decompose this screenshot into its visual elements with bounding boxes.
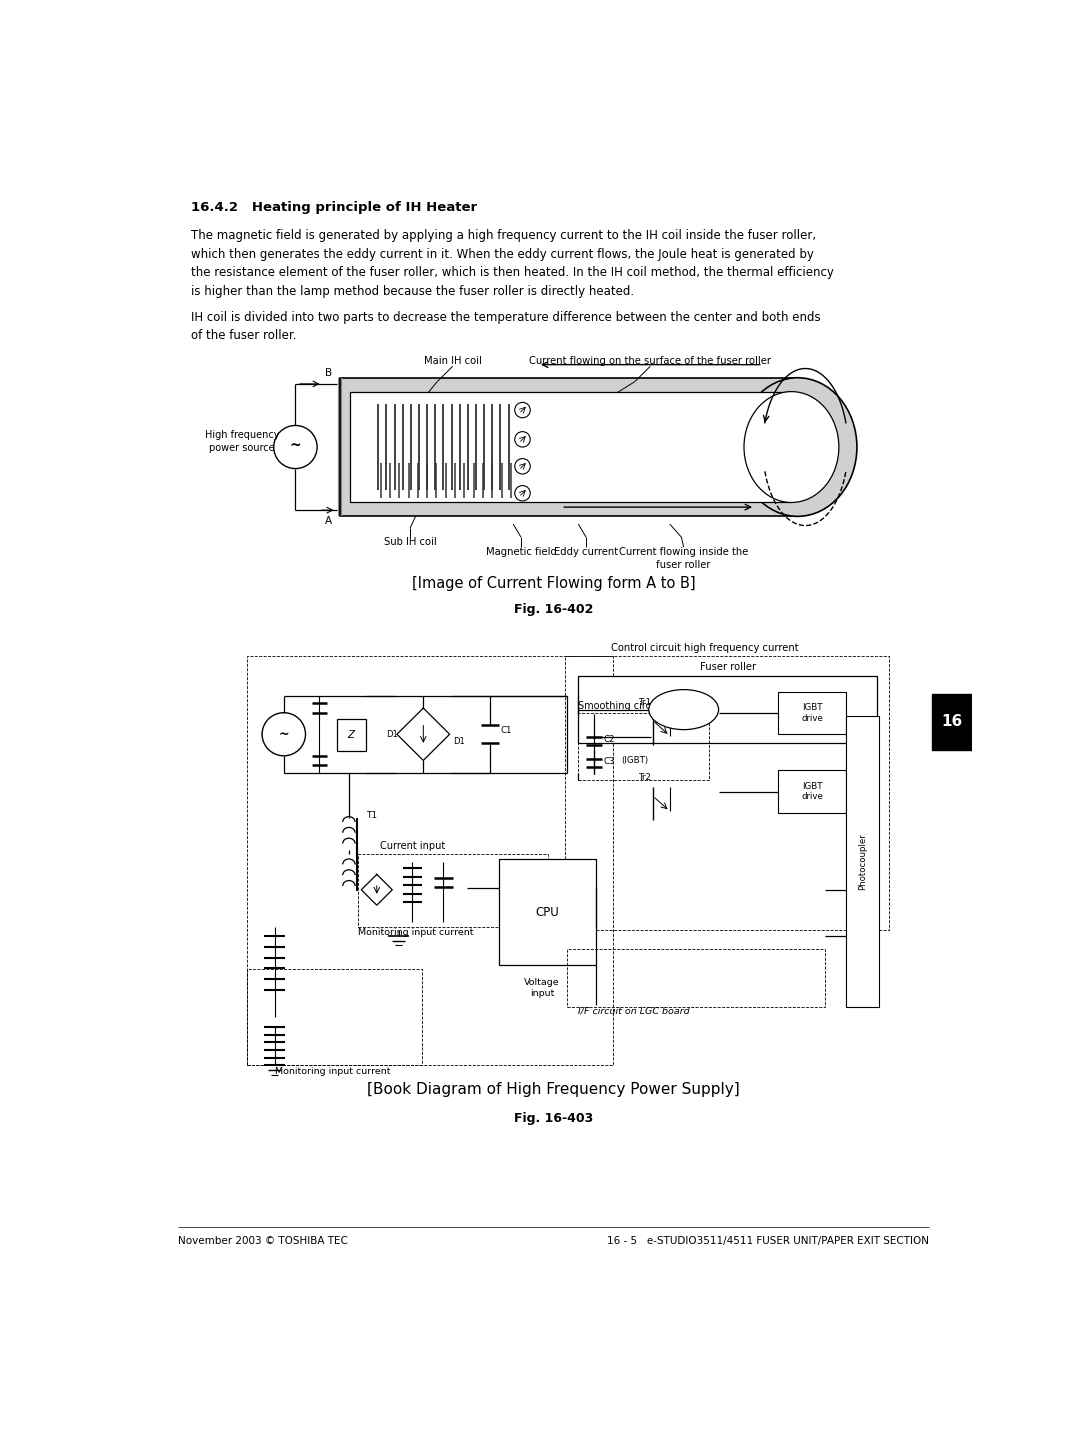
Text: IGBT
drive: IGBT drive	[801, 703, 823, 723]
Text: [Book Diagram of High Frequency Power Supply]: [Book Diagram of High Frequency Power Su…	[367, 1082, 740, 1097]
Text: The magnetic field is generated by applying a high frequency current to the IH c: The magnetic field is generated by apply…	[191, 229, 815, 242]
Text: Magnetic field: Magnetic field	[486, 548, 556, 558]
Ellipse shape	[744, 392, 839, 503]
Ellipse shape	[739, 378, 856, 516]
Text: Eddy current: Eddy current	[554, 548, 618, 558]
Bar	[359, 853, 548, 927]
Text: IGBT
drive: IGBT drive	[801, 782, 823, 801]
Text: C1: C1	[501, 726, 512, 735]
Text: is higher than the lamp method because the fuser roller is directly heated.: is higher than the lamp method because t…	[191, 284, 634, 298]
Bar	[499, 859, 596, 965]
Text: 16 - 5   e-STUDIO3511/4511 FUSER UNIT/PAPER EXIT SECTION: 16 - 5 e-STUDIO3511/4511 FUSER UNIT/PAPE…	[607, 1236, 930, 1246]
Text: Photocoupler: Photocoupler	[859, 833, 867, 889]
Text: T1: T1	[366, 811, 377, 820]
Text: A: A	[325, 516, 333, 526]
Text: Monitoring input current: Monitoring input current	[357, 928, 473, 937]
Text: C3: C3	[604, 758, 616, 767]
Text: D1: D1	[453, 738, 464, 746]
Text: which then generates the eddy current in it. When the eddy current flows, the Jo: which then generates the eddy current in…	[191, 248, 813, 261]
Bar	[247, 970, 422, 1065]
Bar	[932, 695, 972, 749]
Text: IH coil: IH coil	[670, 705, 698, 715]
Bar	[565, 657, 889, 929]
Text: Main IH coil: Main IH coil	[423, 356, 482, 366]
Text: ~: ~	[289, 438, 301, 452]
Text: November 2003 © TOSHIBA TEC: November 2003 © TOSHIBA TEC	[177, 1236, 348, 1246]
Text: of the fuser roller.: of the fuser roller.	[191, 329, 296, 342]
Text: Current flowing inside the
fuser roller: Current flowing inside the fuser roller	[619, 548, 748, 569]
Text: C2: C2	[604, 735, 616, 744]
Text: Sub IH coil: Sub IH coil	[383, 537, 436, 548]
Bar	[578, 713, 708, 781]
Text: D1: D1	[387, 729, 397, 739]
Bar	[578, 676, 877, 744]
Text: Fig. 16-402: Fig. 16-402	[514, 604, 593, 617]
Bar	[337, 719, 366, 751]
Bar	[350, 392, 792, 503]
Text: Smoothing circuit: Smoothing circuit	[578, 702, 664, 712]
Text: Tr2: Tr2	[638, 772, 651, 782]
Text: High frequency
power source: High frequency power source	[205, 431, 280, 452]
Text: Current input: Current input	[380, 842, 445, 852]
Text: the resistance element of the fuser roller, which is then heated. In the IH coil: the resistance element of the fuser roll…	[191, 267, 834, 280]
Text: IH coil is divided into two parts to decrease the temperature difference between: IH coil is divided into two parts to dec…	[191, 311, 821, 324]
Text: Z: Z	[348, 731, 355, 741]
Text: Monitoring input current: Monitoring input current	[275, 1066, 390, 1076]
Bar	[847, 716, 879, 1007]
Text: 16: 16	[942, 715, 962, 729]
Text: Fig. 16-403: Fig. 16-403	[514, 1111, 593, 1124]
Text: [Image of Current Flowing form A to B]: [Image of Current Flowing form A to B]	[411, 575, 696, 591]
Text: 16.4.2   Heating principle of IH Heater: 16.4.2 Heating principle of IH Heater	[191, 200, 477, 213]
Text: Fuser roller: Fuser roller	[700, 661, 756, 672]
Bar	[779, 771, 847, 813]
Text: (IGBT): (IGBT)	[622, 757, 649, 765]
Bar	[779, 692, 847, 735]
Bar	[247, 656, 613, 1065]
Text: Voltage
input: Voltage input	[524, 978, 559, 999]
Bar	[567, 950, 825, 1007]
Text: I/F circuit on LGC board: I/F circuit on LGC board	[578, 1007, 690, 1016]
Text: CPU: CPU	[536, 905, 559, 918]
Text: Current flowing on the surface of the fuser roller: Current flowing on the surface of the fu…	[529, 356, 771, 366]
Ellipse shape	[649, 690, 718, 729]
Text: Control circuit high frequency current: Control circuit high frequency current	[611, 643, 798, 653]
Bar	[340, 378, 798, 516]
Text: ~: ~	[279, 728, 289, 741]
Text: B: B	[325, 367, 333, 378]
Text: Tr1: Tr1	[638, 697, 651, 706]
